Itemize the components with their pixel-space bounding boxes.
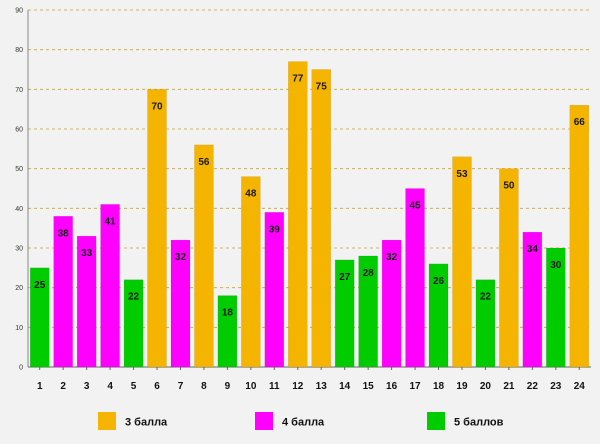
y-tick-label: 80 (15, 47, 23, 54)
data-label: 41 (105, 216, 117, 227)
bar (499, 168, 519, 368)
bar (334, 259, 355, 368)
x-tick-label: 6 (154, 381, 160, 392)
x-tick-label: 16 (386, 381, 398, 392)
x-tick-label: 14 (339, 381, 351, 392)
bar (381, 239, 402, 368)
bar (264, 212, 285, 368)
bar (475, 279, 496, 368)
data-label: 56 (198, 157, 210, 168)
label-layer: 25 38 33 41 22 70 32 56 18 48 39 77 75 27 28 32 45 26 53 22… (34, 74, 585, 319)
data-label: 28 (363, 268, 375, 279)
bar (29, 267, 50, 368)
x-tick-label: 23 (550, 381, 562, 392)
data-label: 38 (58, 228, 70, 239)
data-label: 53 (456, 169, 468, 180)
x-tick-label: 15 (363, 381, 375, 392)
bar (100, 204, 120, 368)
data-label: 32 (386, 252, 398, 263)
legend-swatch (427, 412, 445, 430)
data-label: 70 (151, 101, 163, 112)
x-tick-label: 10 (245, 381, 257, 392)
x-tick-label: 1 (37, 381, 43, 392)
x-tick-label: 19 (456, 381, 468, 392)
data-label: 77 (292, 74, 304, 85)
data-label: 22 (128, 292, 140, 303)
data-label: 39 (269, 224, 281, 235)
x-tick-label: 13 (316, 381, 328, 392)
x-tick-label: 3 (84, 381, 90, 392)
bar (569, 104, 590, 368)
data-label: 48 (245, 189, 257, 200)
data-label: 27 (339, 272, 351, 283)
bar (288, 61, 308, 368)
data-label: 45 (410, 201, 422, 212)
x-tick-label: 22 (527, 381, 539, 392)
data-label: 75 (316, 82, 328, 93)
legend-item: 4 балла (255, 412, 325, 430)
grid-layer (28, 9, 591, 328)
bar (452, 156, 472, 368)
y-tick-label: 30 (15, 246, 23, 253)
bar (76, 235, 97, 368)
x-tick-label: 11 (269, 381, 280, 392)
data-label: 18 (222, 308, 234, 319)
legend: 3 балла 4 балла 5 баллов (98, 412, 504, 430)
legend-swatch (255, 412, 273, 430)
data-label: 33 (81, 248, 93, 259)
y-tick-label: 40 (15, 206, 23, 213)
data-label: 66 (574, 117, 586, 128)
x-tick-label: 2 (60, 381, 66, 392)
bar (53, 216, 73, 368)
bar (311, 69, 331, 368)
y-tick-label: 0 (19, 365, 23, 372)
x-tick-label: 4 (107, 381, 113, 392)
x-tick-label: 17 (410, 381, 422, 392)
bar-layer (29, 61, 590, 368)
data-label: 34 (527, 244, 539, 255)
y-tick-label: 10 (15, 325, 23, 332)
bar (147, 89, 167, 368)
y-tick-label: 70 (15, 87, 23, 94)
y-tick-label: 50 (15, 166, 23, 173)
data-label: 25 (34, 280, 46, 291)
y-tick-label: 90 (15, 8, 23, 15)
legend-item: 3 балла (98, 412, 168, 430)
data-label: 50 (503, 181, 515, 192)
legend-swatch (98, 412, 116, 430)
y-tick-label: 60 (15, 127, 23, 134)
x-tick-label: 8 (201, 381, 207, 392)
bar (522, 231, 543, 368)
x-tick-label: 20 (480, 381, 492, 392)
legend-item: 5 баллов (427, 412, 504, 430)
legend-label: 3 балла (125, 417, 168, 429)
data-label: 30 (550, 260, 562, 271)
x-tick-label: 21 (503, 381, 515, 392)
x-tick-label: 5 (131, 381, 137, 392)
bar (123, 279, 144, 368)
x-tick-label: 24 (574, 381, 586, 392)
bar (170, 239, 191, 368)
y-tick-label: 20 (15, 285, 23, 292)
data-label: 26 (433, 276, 445, 287)
bar (428, 263, 449, 368)
bar (546, 247, 566, 368)
data-label: 22 (480, 292, 492, 303)
x-tick-label: 7 (178, 381, 184, 392)
legend-label: 4 балла (282, 417, 325, 429)
bar (217, 295, 238, 368)
x-tick-label: 12 (292, 381, 304, 392)
x-tick-label: 18 (433, 381, 445, 392)
bar (241, 176, 261, 368)
legend-label: 5 баллов (454, 417, 504, 429)
x-tick-label: 9 (225, 381, 231, 392)
data-label: 32 (175, 252, 187, 263)
bar (405, 188, 425, 368)
bar (194, 144, 214, 368)
bar (358, 255, 378, 368)
